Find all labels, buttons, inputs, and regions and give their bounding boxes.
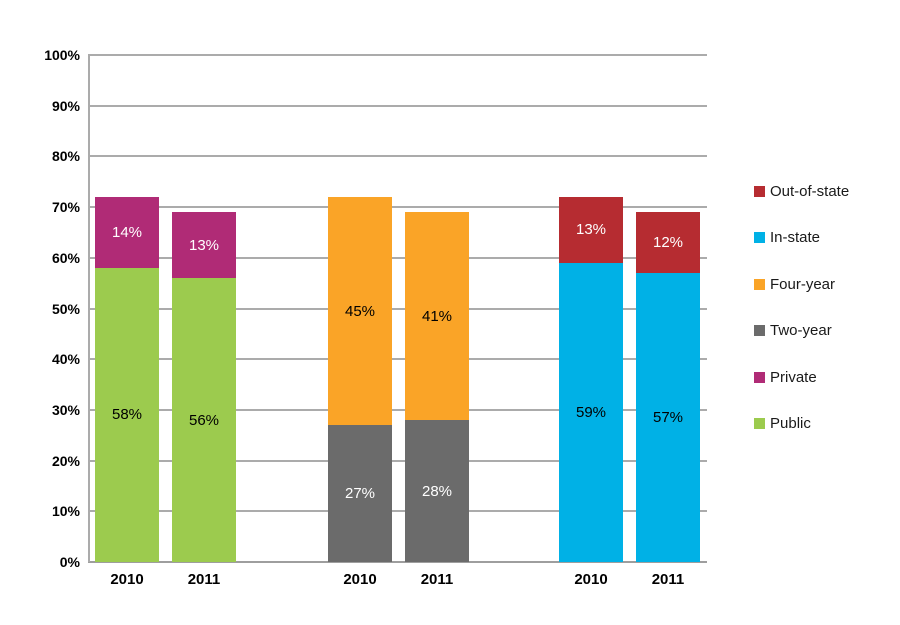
segment-value-label: 56% bbox=[188, 411, 220, 429]
legend-label: Private bbox=[770, 368, 817, 386]
gridline bbox=[88, 256, 707, 259]
segment-value-label: 28% bbox=[421, 482, 453, 500]
legend-label: Four-year bbox=[770, 275, 836, 293]
segment-value-label: 45% bbox=[344, 302, 376, 320]
bar-segment-public: 58% bbox=[95, 267, 159, 562]
legend-item-out-of-state: Out-of-state bbox=[754, 181, 849, 201]
x-tick-label: 2011 bbox=[187, 571, 221, 588]
y-tick-label: 90% bbox=[51, 97, 80, 114]
y-tick-label: 30% bbox=[51, 401, 80, 418]
bar-segment-four-year: 45% bbox=[328, 196, 392, 426]
bar-segment-in-state: 57% bbox=[636, 273, 700, 562]
bar-segment-private: 13% bbox=[172, 212, 236, 279]
segment-value-label: 41% bbox=[421, 307, 453, 325]
x-axis-line bbox=[88, 561, 707, 563]
legend-label: Two-year bbox=[770, 322, 832, 339]
gridline bbox=[88, 206, 707, 209]
bar-segment-four-year: 41% bbox=[405, 212, 469, 421]
legend-item-four-year: Four-year bbox=[754, 274, 835, 294]
legend-item-in-state: In-state bbox=[754, 228, 820, 248]
bar-segment-two-year: 28% bbox=[405, 420, 469, 562]
bar-segment-out-of-state: 12% bbox=[636, 212, 700, 273]
segment-value-label: 59% bbox=[575, 403, 607, 421]
y-axis-line bbox=[88, 55, 90, 562]
gridline bbox=[88, 307, 707, 310]
bar-segment-public: 56% bbox=[172, 278, 236, 562]
legend-item-private: Private bbox=[754, 367, 817, 387]
bar-segment-out-of-state: 13% bbox=[559, 196, 623, 263]
segment-value-label: 57% bbox=[652, 408, 684, 426]
legend-swatch-icon bbox=[754, 325, 765, 336]
y-tick-label: 10% bbox=[51, 503, 80, 520]
x-tick-label: 2011 bbox=[651, 571, 685, 588]
gridline bbox=[88, 408, 707, 411]
segment-value-label: 58% bbox=[111, 406, 143, 424]
y-tick-label: 100% bbox=[44, 47, 80, 63]
legend-item-public: Public bbox=[754, 414, 811, 434]
y-tick-label: 40% bbox=[51, 351, 80, 368]
gridline bbox=[88, 54, 707, 56]
y-tick-label: 50% bbox=[51, 300, 80, 317]
legend-swatch-icon bbox=[754, 371, 765, 383]
segment-value-label: 13% bbox=[188, 236, 220, 254]
segment-value-label: 27% bbox=[344, 485, 376, 503]
y-tick-label: 80% bbox=[51, 148, 80, 165]
x-tick-label: 2011 bbox=[420, 571, 454, 588]
legend-item-two-year: Two-year bbox=[754, 321, 832, 341]
legend-label: Out-of-state bbox=[770, 182, 850, 200]
legend-swatch-icon bbox=[754, 185, 765, 197]
y-tick-label: 60% bbox=[51, 249, 80, 266]
x-tick-label: 2010 bbox=[343, 571, 377, 588]
y-tick-label: 0% bbox=[59, 554, 80, 570]
bar-segment-in-state: 59% bbox=[559, 262, 623, 562]
gridline bbox=[88, 358, 707, 361]
legend-label: Public bbox=[770, 415, 811, 432]
legend-swatch-icon bbox=[754, 232, 765, 243]
y-tick-label: 20% bbox=[51, 452, 80, 469]
gridline bbox=[88, 104, 707, 107]
legend-swatch-icon bbox=[754, 278, 765, 290]
segment-value-label: 14% bbox=[111, 223, 143, 241]
gridline bbox=[88, 155, 707, 158]
bar-segment-private: 14% bbox=[95, 196, 159, 268]
gridline bbox=[88, 459, 707, 462]
segment-value-label: 13% bbox=[575, 221, 607, 239]
legend-label: In-state bbox=[770, 229, 821, 246]
legend-swatch-icon bbox=[754, 418, 765, 429]
y-tick-label: 70% bbox=[51, 199, 80, 216]
bar-segment-two-year: 27% bbox=[328, 425, 392, 562]
x-tick-label: 2010 bbox=[574, 571, 608, 588]
segment-value-label: 12% bbox=[652, 234, 684, 252]
gridline bbox=[88, 510, 707, 513]
x-tick-label: 2010 bbox=[110, 571, 144, 588]
